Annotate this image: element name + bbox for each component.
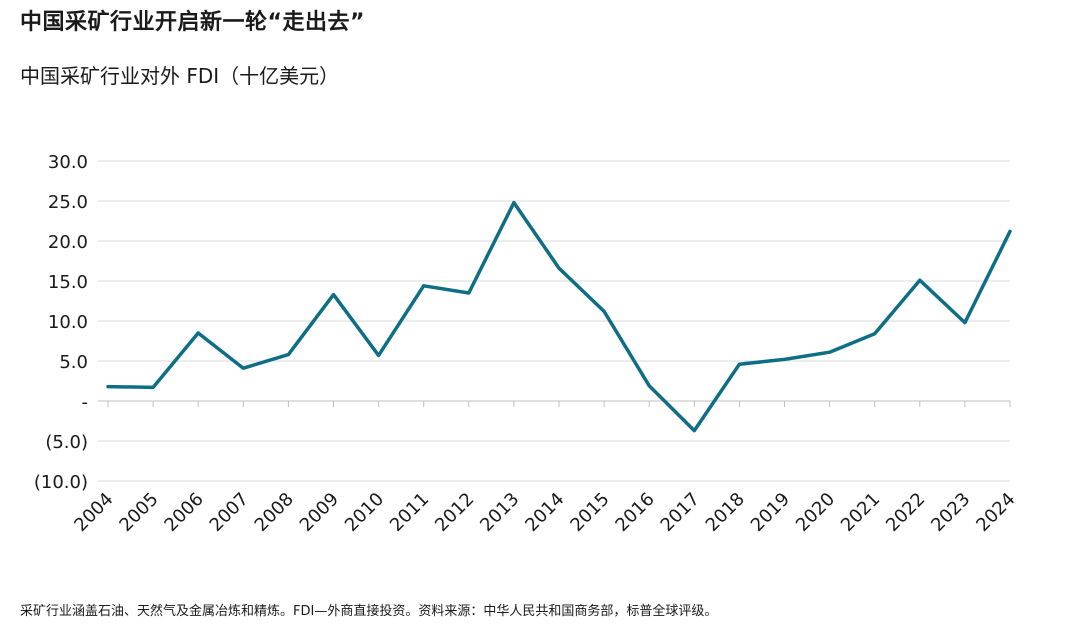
x-tick-label: 2010 (341, 489, 388, 536)
x-tick-label: 2012 (431, 489, 478, 536)
y-tick-label: - (82, 392, 89, 413)
x-tick-label: 2009 (296, 489, 343, 536)
y-tick-label: 30.0 (48, 152, 88, 173)
x-tick-label: 2006 (160, 489, 207, 536)
chart-subtitle: 中国采矿行业对外 FDI（十亿美元） (20, 64, 340, 88)
x-axis-tick-marks (107, 401, 1011, 407)
gridlines (98, 160, 1010, 482)
series-group (106, 200, 1012, 433)
x-tick-label: 2017 (657, 489, 704, 536)
x-tick-label: 2023 (927, 489, 974, 536)
x-tick-label: 2019 (747, 489, 794, 536)
x-tick-label: 2024 (972, 489, 1019, 536)
x-tick-label: 2004 (70, 489, 117, 536)
y-tick-label: 10.0 (48, 312, 88, 333)
y-tick-label: 25.0 (48, 192, 88, 213)
x-tick-label: 2008 (251, 489, 298, 536)
x-tick-label: 2007 (206, 489, 253, 536)
x-tick-label: 2005 (115, 489, 162, 536)
x-tick-label: 2020 (792, 489, 839, 536)
x-tick-label: 2016 (611, 489, 658, 536)
chart-title: 中国采矿行业开启新一轮“走出去” (20, 10, 365, 35)
x-tick-label: 2011 (386, 489, 433, 536)
y-tick-label: (10.0) (34, 472, 88, 493)
x-tick-label: 2022 (882, 489, 929, 536)
x-tick-label: 2021 (837, 489, 884, 536)
footnote-source: 采矿行业涵盖石油、天然气及金属冶炼和精炼。FDI—外商直接投资。资料来源：中华人… (20, 604, 718, 619)
x-tick-label: 2018 (702, 489, 749, 536)
x-tick-label: 2015 (566, 489, 613, 536)
x-axis-tick-labels: 2004200520062007200820092010201120122013… (70, 489, 1019, 536)
x-tick-label: 2014 (521, 489, 568, 536)
y-axis-tick-labels: 30.0 25.0 20.0 15.0 10.0 5.0 - (5.0) (10.0) (34, 152, 88, 493)
x-tick-label: 2013 (476, 489, 523, 536)
y-tick-label: (5.0) (45, 432, 88, 453)
y-tick-label: 5.0 (59, 352, 88, 373)
y-tick-label: 20.0 (48, 232, 88, 253)
y-tick-label: 15.0 (48, 272, 88, 293)
series-line (106, 200, 1012, 433)
